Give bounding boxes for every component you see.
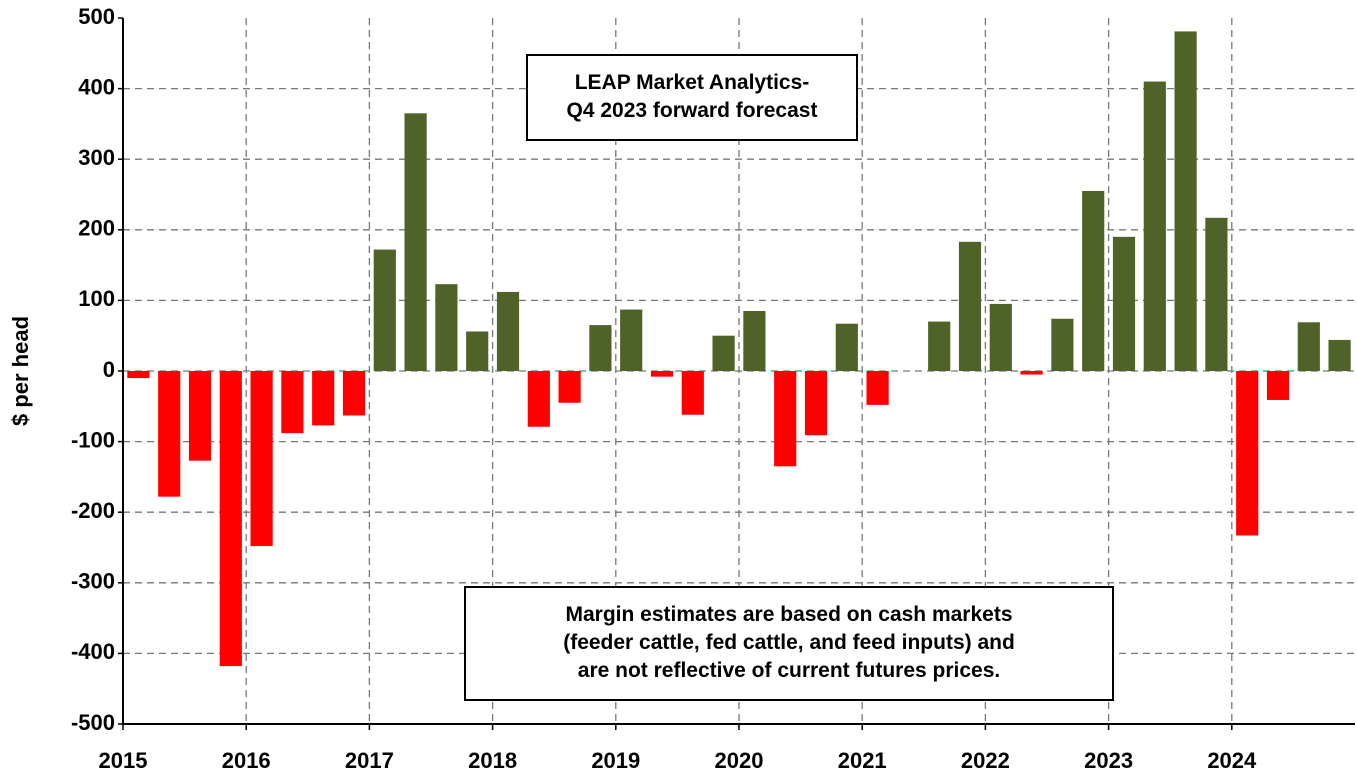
bar	[712, 335, 735, 371]
annotation-box	[526, 54, 858, 141]
y-tick-label: 500	[78, 4, 115, 29]
y-tick-label: -500	[71, 710, 115, 735]
x-tick-label: 2021	[838, 748, 887, 773]
bar	[1020, 371, 1043, 375]
bar	[1143, 81, 1166, 371]
x-tick-label: 2019	[591, 748, 640, 773]
annotation-text: Margin estimates are based on cash marke…	[565, 603, 1012, 626]
bar	[743, 310, 766, 371]
bar	[281, 371, 304, 434]
x-tick-label: 2020	[715, 748, 764, 773]
bar	[804, 371, 828, 436]
bar	[928, 321, 951, 371]
bar	[774, 371, 797, 467]
x-tick-label: 2017	[345, 748, 394, 773]
bar	[1297, 322, 1320, 371]
annotation-box	[464, 586, 1114, 701]
bar	[989, 303, 1012, 371]
y-tick-label: -400	[71, 639, 115, 664]
bar	[650, 371, 674, 377]
bar	[1082, 190, 1105, 371]
bar	[188, 371, 212, 461]
y-tick-label: -100	[71, 427, 115, 452]
bar	[681, 371, 704, 415]
bar	[404, 113, 427, 371]
y-tick-label: 200	[78, 216, 115, 241]
bar	[1174, 31, 1197, 371]
bar	[866, 371, 889, 405]
annotation-text: are not reflective of current futures pr…	[578, 659, 1000, 682]
x-tick-label: 2024	[1207, 748, 1257, 773]
bar	[466, 331, 489, 371]
bar	[835, 323, 858, 371]
bar	[589, 325, 612, 371]
y-tick-label: 100	[78, 286, 115, 311]
x-tick-label: 2015	[99, 748, 148, 773]
x-tick-label: 2023	[1084, 748, 1133, 773]
bar	[373, 249, 396, 371]
bar	[496, 291, 520, 371]
y-axis-label: $ per head	[8, 316, 33, 426]
bar	[158, 371, 181, 497]
y-tick-label: -200	[71, 498, 115, 523]
bar	[250, 371, 273, 547]
bar	[1205, 217, 1228, 371]
bar	[1112, 236, 1136, 371]
bar	[558, 371, 581, 403]
bar	[342, 371, 366, 416]
annotation-text: (feeder cattle, fed cattle, and feed inp…	[563, 631, 1015, 654]
bar	[1236, 371, 1259, 536]
x-tick-label: 2016	[222, 748, 271, 773]
x-tick-label: 2022	[961, 748, 1010, 773]
bar	[219, 371, 242, 667]
bar	[312, 371, 335, 426]
bar	[1051, 318, 1074, 371]
bar	[1328, 339, 1351, 371]
y-tick-label: 0	[103, 357, 115, 382]
annotation-text: Q4 2023 forward forecast	[567, 99, 818, 122]
bar	[127, 371, 150, 379]
x-tick-label: 2018	[468, 748, 517, 773]
bar	[527, 371, 550, 427]
y-tick-label: 300	[78, 145, 115, 170]
y-tick-label: -300	[71, 569, 115, 594]
bar	[1266, 371, 1290, 400]
bar	[958, 241, 982, 371]
y-tick-label: 400	[78, 74, 115, 99]
annotation-text: LEAP Market Analytics-	[575, 71, 810, 94]
bar	[435, 284, 458, 371]
bar	[620, 309, 643, 371]
